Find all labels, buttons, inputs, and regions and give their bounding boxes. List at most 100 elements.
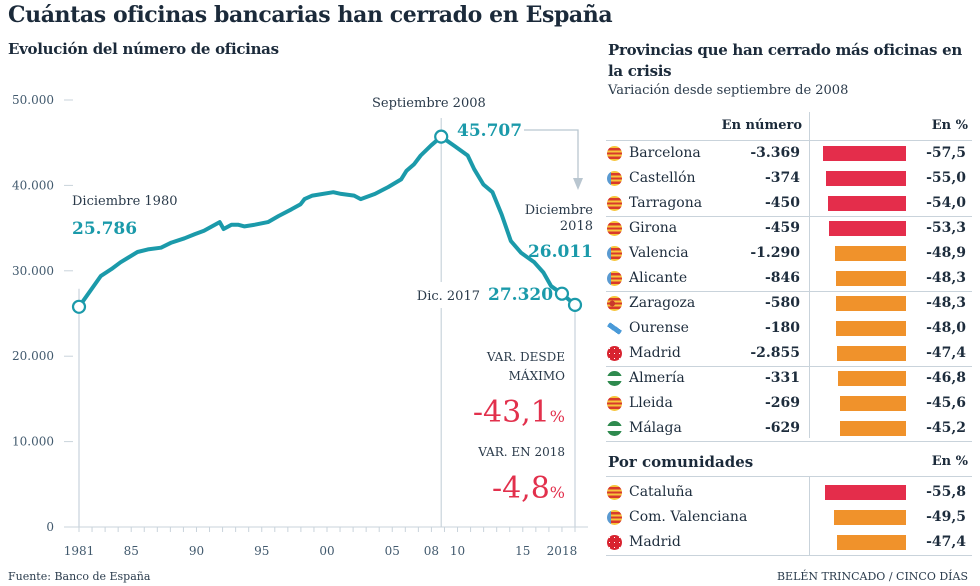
- row-percent: -55,0: [926, 170, 966, 186]
- group-divider: [606, 216, 972, 217]
- table-row: Alicante -846 -48,3: [606, 266, 972, 291]
- row-percent: -54,0: [926, 195, 966, 211]
- row-name: Alicante: [629, 270, 688, 286]
- row-number: -459: [764, 220, 800, 236]
- row-number: -846: [764, 270, 800, 286]
- x-tick-label: 90: [189, 544, 204, 558]
- row-number: -1.290: [750, 245, 800, 261]
- row-name: Lleida: [629, 395, 673, 411]
- catalonia-flag-icon: [607, 221, 622, 236]
- row-bar: [834, 510, 906, 525]
- table-row: Cataluña -55,8: [606, 480, 972, 505]
- group-divider: [606, 441, 972, 442]
- communities-col-percent: En %: [931, 454, 968, 469]
- communities-header-divider: [606, 476, 972, 477]
- row-name: Tarragona: [629, 195, 703, 211]
- catalonia-flag-icon: [607, 146, 622, 161]
- row-number: -180: [764, 320, 800, 336]
- row-number: -2.855: [750, 345, 800, 361]
- x-axis: 1981 85 90 95 00 05 08 10 15 2018: [64, 526, 588, 558]
- marker-peak: [434, 129, 449, 144]
- row-name: Castellón: [629, 170, 696, 186]
- y-tick-label: 50.000: [12, 93, 54, 107]
- var-max-label-line2: MÁXIMO: [509, 368, 566, 383]
- valencia-flag-icon: [607, 171, 622, 186]
- table-row: Valencia -1.290 -48,9: [606, 241, 972, 266]
- row-name: Cataluña: [629, 484, 693, 500]
- row-number: -629: [764, 420, 800, 436]
- row-bar: [828, 221, 906, 236]
- col-header-percent: En %: [931, 118, 968, 133]
- y-axis: 0 10.000 20.000 30.000 40.000 50.000: [12, 93, 73, 534]
- catalonia-flag-icon: [607, 485, 622, 500]
- prev-label: Dic. 2017: [417, 289, 480, 304]
- galicia-flag-icon: [607, 321, 622, 336]
- row-name: Málaga: [629, 420, 682, 436]
- x-tick-label: 10: [450, 544, 465, 558]
- communities-title: Por comunidades: [608, 453, 754, 471]
- row-percent: -48,3: [926, 270, 966, 286]
- x-tick-label: 05: [385, 544, 400, 558]
- x-tick-label: 15: [515, 544, 530, 558]
- markers: [71, 129, 583, 314]
- var-max-value: -43,1%: [473, 395, 565, 430]
- catalonia-flag-icon: [607, 396, 622, 411]
- x-tick-label: 95: [254, 544, 269, 558]
- row-name: Barcelona: [629, 145, 701, 161]
- valencia-flag-icon: [607, 246, 622, 261]
- madrid-flag-icon: [607, 535, 622, 550]
- row-percent: -45,2: [926, 420, 966, 436]
- y-tick-label: 40.000: [12, 178, 54, 192]
- row-percent: -55,8: [926, 484, 966, 500]
- marker-end: [567, 297, 583, 312]
- row-number: -3.369: [750, 145, 800, 161]
- var-max-label-line1: VAR. DESDE: [486, 350, 565, 364]
- row-name: Valencia: [629, 245, 689, 261]
- andalusia-flag-icon: [607, 421, 622, 436]
- source-note: Fuente: Banco de España: [8, 570, 151, 583]
- row-bar: [838, 371, 906, 386]
- row-percent: -49,5: [926, 509, 966, 525]
- row-bar: [836, 321, 906, 336]
- table-subtitle: Variación desde septiembre de 2008: [608, 83, 849, 98]
- row-percent: -48,9: [926, 245, 966, 261]
- row-bar: [827, 196, 906, 211]
- line-chart: 0 10.000 20.000 30.000 40.000 50.000 1981 85 90…: [12, 93, 593, 558]
- series-line-oficinas: [77, 134, 577, 309]
- page-title: Cuántas oficinas bancarias han cerrado e…: [8, 2, 613, 28]
- table-row: Lleida -269 -45,6: [606, 391, 972, 416]
- credit: BELÉN TRINCADO / CINCO DÍAS: [776, 570, 968, 583]
- x-tick-label: 1981: [64, 544, 95, 558]
- prev-value: 27.320: [488, 285, 553, 305]
- row-number: -269: [764, 395, 800, 411]
- row-percent: -45,6: [926, 395, 966, 411]
- row-bar: [837, 535, 906, 550]
- row-name: Ourense: [629, 320, 689, 336]
- table-row: Com. Valenciana -49,5: [606, 505, 972, 530]
- peak-value: 45.707: [457, 121, 522, 141]
- table-row: Almería -331 -46,8: [606, 366, 972, 391]
- start-value: 25.786: [72, 219, 137, 239]
- header-divider: [606, 140, 972, 141]
- row-name: Girona: [629, 220, 678, 236]
- row-percent: -47,4: [926, 345, 966, 361]
- y-tick-label: 30.000: [12, 264, 54, 278]
- row-number: -331: [764, 370, 800, 386]
- col-header-number: En número: [721, 118, 802, 133]
- valencia-flag-icon: [607, 271, 622, 286]
- x-tick-label: 08: [424, 544, 439, 558]
- arrow-down-icon: [573, 178, 583, 190]
- start-label: Diciembre 1980: [72, 194, 178, 209]
- row-name: Zaragoza: [629, 295, 696, 311]
- table-row: Madrid -47,4: [606, 530, 972, 555]
- row-bar: [835, 246, 906, 261]
- guide-lines: [78, 118, 576, 527]
- row-bar: [835, 271, 906, 286]
- table-row: Girona -459 -53,3: [606, 216, 972, 241]
- madrid-flag-icon: [607, 346, 622, 361]
- var-year-value: -4,8%: [492, 471, 565, 506]
- row-number: -450: [764, 195, 800, 211]
- row-name: Madrid: [629, 534, 681, 550]
- row-name: Com. Valenciana: [629, 509, 748, 525]
- communities-bottom-divider: [606, 555, 972, 556]
